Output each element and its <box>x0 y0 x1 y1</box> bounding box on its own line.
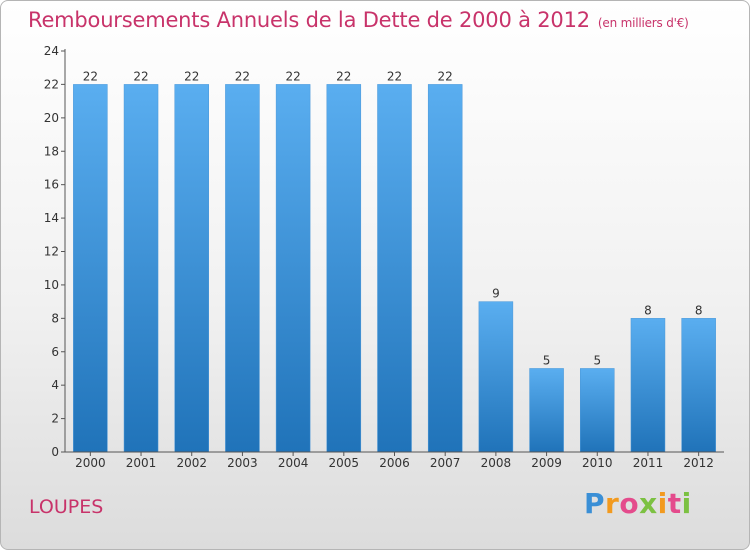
proxiti-logo: Proxiti <box>584 487 692 520</box>
data-label: 8 <box>695 303 703 317</box>
x-tick-label: 2002 <box>176 456 207 470</box>
data-label: 5 <box>593 353 601 367</box>
y-tick-label: 14 <box>44 211 59 225</box>
y-tick-label: 20 <box>44 111 59 125</box>
data-label: 22 <box>235 69 250 83</box>
y-tick-label: 12 <box>44 245 59 259</box>
bar <box>377 84 412 453</box>
y-tick-label: 4 <box>51 378 59 392</box>
bar <box>275 84 311 453</box>
chart-title-text: Remboursements Annuels de la Dette de 20… <box>28 8 590 32</box>
city-name: LOUPES <box>29 496 104 518</box>
bar <box>174 84 209 453</box>
y-tick-label: 6 <box>51 345 59 359</box>
y-tick-label: 10 <box>44 278 59 292</box>
bar <box>427 84 463 453</box>
x-tick-label: 2004 <box>278 456 309 470</box>
bar-series: 22 22 22 22 22 22 22 22 9 5 5 8 8 <box>73 69 716 453</box>
x-tick-label: 2011 <box>633 456 664 470</box>
x-tick-label: 2009 <box>531 456 562 470</box>
bar <box>225 84 260 453</box>
bar <box>681 318 716 453</box>
bar <box>529 368 564 453</box>
bar <box>123 84 159 453</box>
data-label: 22 <box>285 69 300 83</box>
x-tick-label: 2010 <box>582 456 613 470</box>
logo-letter: t <box>667 487 682 520</box>
chart-title: Remboursements Annuels de la Dette de 20… <box>28 8 689 32</box>
data-label: 22 <box>133 69 148 83</box>
data-label: 9 <box>492 287 500 301</box>
bar <box>478 301 514 453</box>
data-label: 22 <box>438 69 453 83</box>
logo-letter: x <box>639 487 658 520</box>
x-tick-label: 2012 <box>683 456 714 470</box>
data-label: 22 <box>336 69 351 83</box>
data-label: 8 <box>644 303 652 317</box>
y-tick-label: 16 <box>44 178 59 192</box>
x-tick-label: 2006 <box>379 456 410 470</box>
data-label: 5 <box>543 353 551 367</box>
x-tick-label: 2007 <box>430 456 461 470</box>
logo-letter: i <box>681 487 692 520</box>
bar <box>580 368 615 453</box>
y-tick-label: 22 <box>44 77 59 91</box>
data-label: 22 <box>184 69 199 83</box>
logo-letter: i <box>657 487 668 520</box>
chart-unit: (en milliers d'€) <box>597 16 689 30</box>
x-tick-label: 2000 <box>75 456 106 470</box>
x-axis: 2000 2001 2002 2003 2004 2005 2006 2007 2008 2009… <box>65 451 724 470</box>
x-tick-label: 2008 <box>481 456 512 470</box>
y-tick-label: 8 <box>51 311 59 325</box>
y-tick-label: 18 <box>44 144 59 158</box>
data-label: 22 <box>83 69 98 83</box>
logo-letter: P <box>584 487 606 520</box>
bar <box>326 84 362 453</box>
x-tick-label: 2005 <box>329 456 360 470</box>
x-tick-label: 2001 <box>126 456 157 470</box>
y-tick-label: 2 <box>51 412 59 426</box>
x-tick-label: 2003 <box>227 456 258 470</box>
logo-letter: o <box>619 487 640 520</box>
y-tick-label: 0 <box>51 445 59 459</box>
y-tick-label: 24 <box>44 44 59 58</box>
bar <box>73 84 108 453</box>
bar <box>630 318 666 453</box>
data-label: 22 <box>387 69 402 83</box>
logo-letter: r <box>605 487 620 520</box>
